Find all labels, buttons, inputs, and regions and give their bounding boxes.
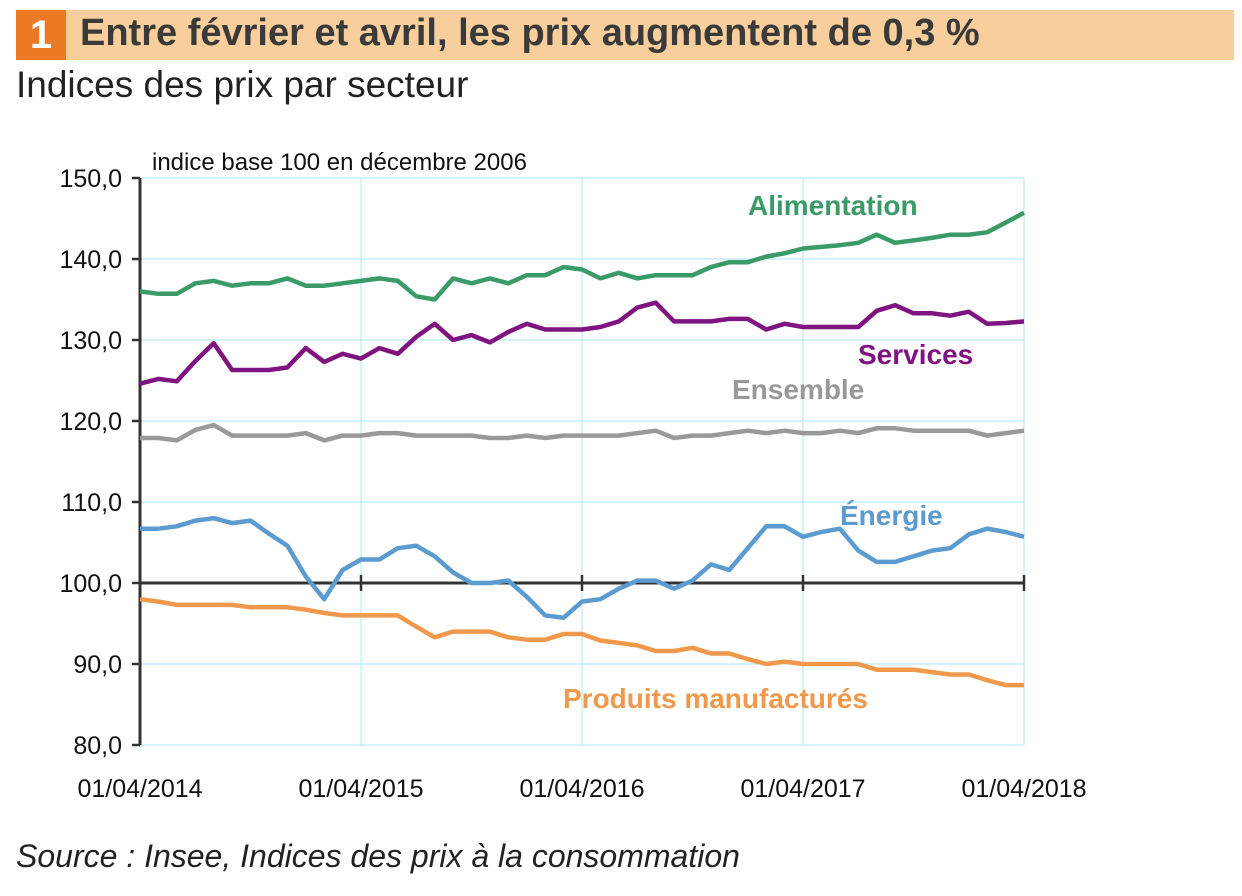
series-label: Produits manufacturés — [563, 683, 868, 714]
chart-title: Entre février et avril, les prix augment… — [80, 12, 980, 54]
series-label: Énergie — [840, 500, 943, 531]
series-line-2 — [140, 422, 1025, 443]
y-tick-label: 120,0 — [59, 408, 122, 436]
y-tick-label: 140,0 — [59, 246, 122, 274]
x-tick-label: 01/04/2015 — [298, 775, 423, 803]
y-tick-label: 150,0 — [59, 165, 122, 193]
y-tick-label: 100,0 — [59, 570, 122, 598]
series-label: Services — [858, 339, 973, 370]
x-tick-label: 01/04/2014 — [77, 775, 202, 803]
series-line-4 — [139, 596, 1024, 688]
x-tick-label: 01/04/2018 — [961, 775, 1086, 803]
y-tick-label: 80,0 — [73, 732, 122, 760]
series-label: Alimentation — [748, 190, 918, 221]
chart-subtitle: Indices des prix par secteur — [16, 64, 469, 105]
x-tick-label: 01/04/2017 — [740, 775, 865, 803]
series-line-0 — [139, 210, 1026, 302]
source-note: Source : Insee, Indices des prix à la co… — [16, 838, 740, 874]
series-line-3 — [140, 515, 1025, 621]
y-tick-label: 110,0 — [61, 489, 122, 517]
series-label: Ensemble — [732, 374, 864, 405]
y-tick-label: 90,0 — [73, 651, 122, 679]
figure-number: 1 — [16, 10, 66, 60]
unit-label: indice base 100 en décembre 2006 — [152, 149, 527, 176]
title-banner — [16, 10, 1234, 60]
y-tick-label: 130,0 — [59, 327, 122, 355]
x-tick-label: 01/04/2016 — [519, 775, 644, 803]
series-line-1 — [139, 300, 1025, 386]
